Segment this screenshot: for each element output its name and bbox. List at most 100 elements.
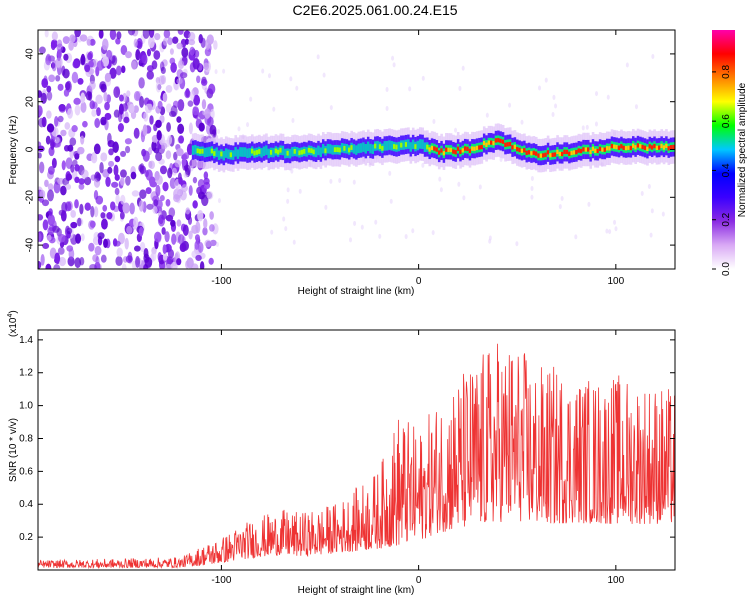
spectrogram-noise-cell <box>138 200 145 212</box>
spectrogram-signal-peak <box>523 148 526 153</box>
spectrogram-noise-cell <box>329 178 333 184</box>
spectrogram-signal-core <box>239 147 242 157</box>
spectrogram-noise-cell <box>421 75 425 81</box>
spectrogram-signal-peak <box>324 148 327 154</box>
spectrogram-signal-peak <box>456 146 460 151</box>
spectrogram-noise-cell <box>65 183 72 190</box>
spectrogram-signal-peak <box>300 149 304 155</box>
spectrogram-noise-cell <box>169 48 174 55</box>
spectrogram-noise-cell <box>647 183 651 189</box>
spectrogram-noise-cell <box>57 115 64 123</box>
spectrogram-noise-cell <box>40 92 47 104</box>
spectrogram-noise-cell <box>385 86 389 92</box>
spectrogram-noise-cell <box>165 103 172 113</box>
spectrogram-noise-cell <box>316 54 320 60</box>
spectrogram-noise-cell <box>115 65 122 76</box>
spectrogram-noise-cell <box>261 68 265 74</box>
spectrogram-noise-cell <box>95 94 103 105</box>
spectrogram-noise-cell <box>128 103 135 114</box>
spectrogram-signal-core <box>206 147 209 157</box>
spectrogram-noise-cell <box>454 127 458 133</box>
spectrogram-signal-peak <box>466 146 469 152</box>
spectrogram-signal-core <box>224 148 228 158</box>
spectrogram-noise-cell <box>115 38 121 45</box>
spectrogram-noise-cell <box>421 162 425 168</box>
spectrogram-signal-peak <box>482 140 486 146</box>
spectrogram-signal-core <box>376 140 380 151</box>
spectrogram-signal-core <box>385 140 389 151</box>
spectrogram-noise-cell <box>138 77 145 89</box>
spectrogram-noise-cell <box>104 112 112 121</box>
spectrogram-noise-cell <box>162 244 167 255</box>
spectrogram-noise-cell <box>324 204 328 210</box>
spectrogram-noise-cell <box>100 212 106 219</box>
spectrogram-noise-cell <box>298 188 302 194</box>
spectrogram-signal-peak <box>198 149 202 154</box>
spectrogram-signal-core <box>236 149 240 159</box>
spectrogram-noise-cell <box>94 245 102 256</box>
spectrogram-signal-peak <box>506 142 510 147</box>
spectrogram-noise-cell <box>155 175 163 186</box>
spectrogram-noise-cell <box>267 73 271 79</box>
spectrogram-noise-cell <box>158 214 164 225</box>
spectrogram-noise-cell <box>67 144 74 152</box>
spectrogram-noise-cell <box>204 108 211 119</box>
spectrogram-signal-peak <box>437 150 441 155</box>
spectrogram-noise-cell <box>142 30 150 39</box>
spectrogram-noise-cell <box>349 237 353 243</box>
spectrogram-signal-peak <box>577 148 581 153</box>
spectrogram-noise-cell <box>192 57 200 70</box>
spectrogram-signal-peak <box>542 153 545 158</box>
spectrogram-noise-cell <box>101 218 108 230</box>
spectrogram-noise-cell <box>215 242 219 248</box>
spectrogram-noise-cell <box>79 256 85 266</box>
spectrogram-signal-peak <box>551 152 555 157</box>
spectrogram-noise-cell <box>53 264 61 269</box>
spectrogram-signal-peak <box>622 145 626 150</box>
spectrogram-signal-core <box>364 143 368 154</box>
spectrogram-signal-peak <box>513 144 517 149</box>
colorbar-gradient <box>712 30 735 269</box>
spectrogram-noise-cell <box>139 189 147 200</box>
spectrogram-noise-cell <box>94 118 101 128</box>
spectrogram-noise-cell <box>237 126 241 132</box>
spectrogram-noise-cell <box>138 226 144 237</box>
spectrogram-noise-cell <box>246 122 250 128</box>
spectrogram-noise-cell <box>133 127 140 139</box>
spectrogram-noise-cell <box>222 68 226 74</box>
spectrogram-noise-cell <box>515 241 519 247</box>
spectrogram-signal-core <box>232 150 235 160</box>
spectrogram-noise-cell <box>177 59 185 70</box>
spectrogram-signal-peak <box>459 149 462 154</box>
spectrogram-noise-cell <box>51 59 57 72</box>
spectrogram-signal-core <box>260 148 264 158</box>
spectrogram-noise-cell <box>61 160 66 171</box>
snr-y-tick-label: 1.4 <box>19 335 33 346</box>
spectrogram-signal-core <box>248 148 252 158</box>
spectrogram-noise-cell <box>65 81 71 91</box>
spectrogram-signal-core <box>409 142 413 152</box>
spectrogram-noise-cell <box>201 99 207 110</box>
spectrogram-signal-peak <box>546 150 550 155</box>
spectrogram-noise-cell <box>192 200 198 209</box>
spectrogram-noise-cell <box>374 219 378 225</box>
spectrogram-noise-cell <box>42 242 50 249</box>
spectrogram-noise-cell <box>208 257 214 265</box>
spectrogram-noise-cell <box>147 103 153 111</box>
spectrogram-noise-cell <box>188 122 193 135</box>
spectrogram-signal-peak <box>499 138 503 144</box>
spectrogram-signal-peak <box>620 144 623 149</box>
spectrogram-signal-peak <box>598 146 602 152</box>
spectrogram-signal-peak <box>525 150 529 155</box>
spectrogram-noise-cell <box>214 69 218 75</box>
spectrogram-signal-core <box>407 139 410 149</box>
spectrogram-signal-core <box>340 143 344 153</box>
spectrogram-noise-cell <box>155 119 162 128</box>
spectrogram-noise-cell <box>116 31 122 40</box>
spectrogram-noise-cell <box>159 194 165 202</box>
spectrogram-noise-cell <box>71 71 79 84</box>
spectrogram-noise-cell <box>162 181 169 192</box>
spectrogram-signal-peak <box>587 147 590 152</box>
spectrogram-noise-cell <box>194 234 200 242</box>
spectrogram-panel: -100 0 100 -40 -20 0 20 40 Height of straight l… <box>8 29 676 297</box>
